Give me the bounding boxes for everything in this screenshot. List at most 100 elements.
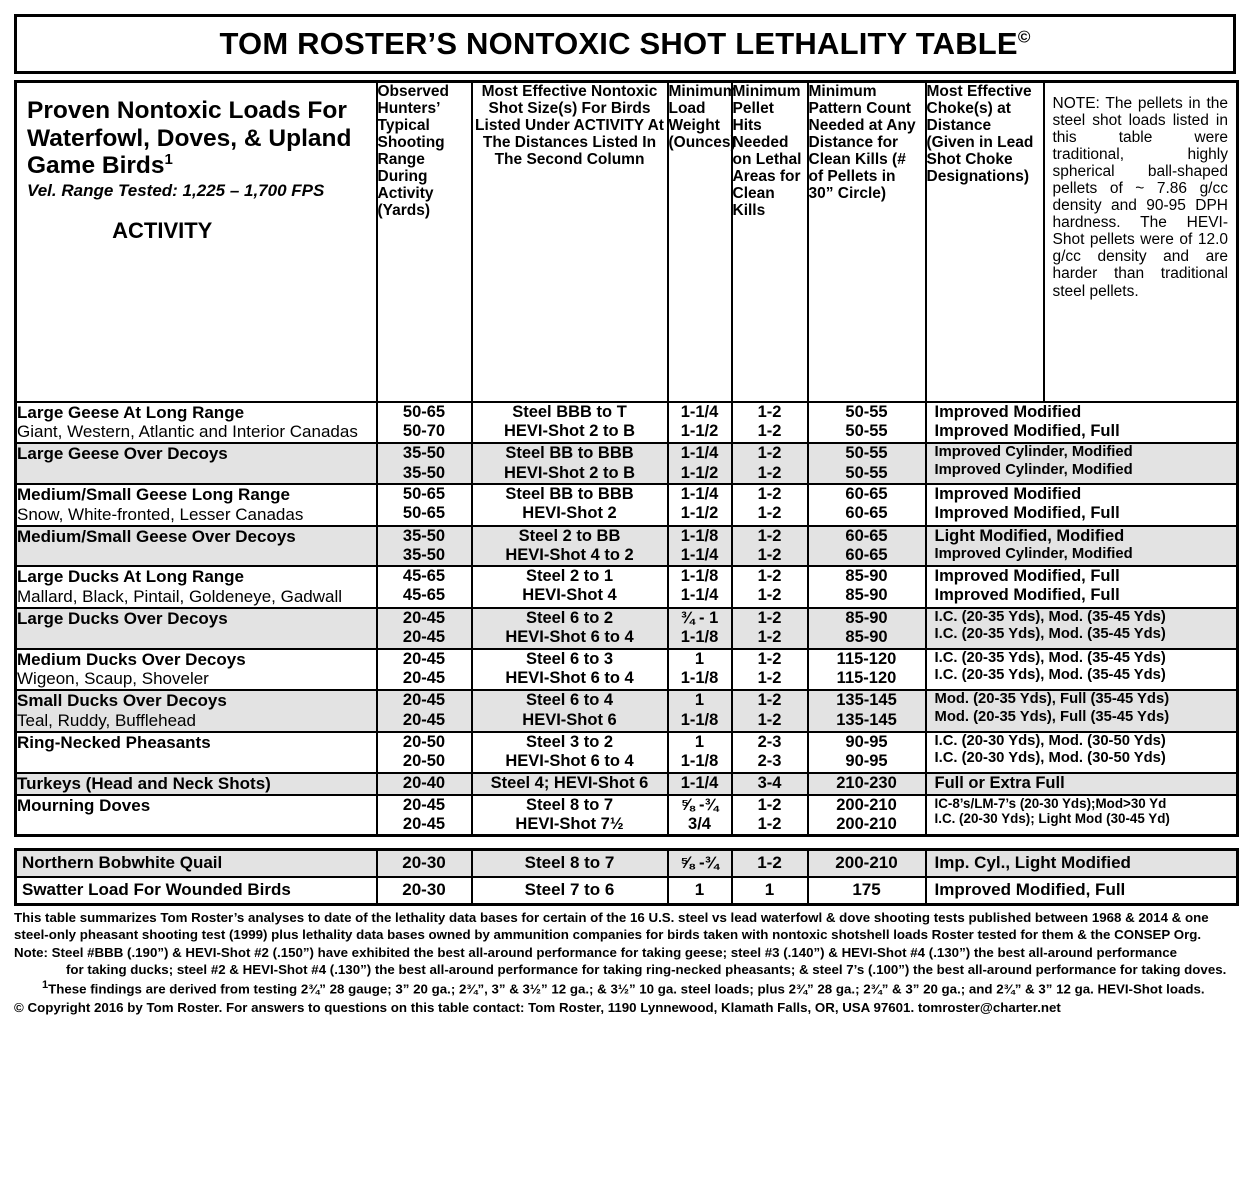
cell-line: 60-65 (845, 545, 888, 564)
row-activity-name: Turkeys (Head and Neck Shots) (17, 773, 271, 793)
table-row: Medium/Small Geese Over Decoys 35-50 35-50… (14, 525, 1239, 567)
header-velocity-range: Vel. Range Tested: 1,225 – 1,700 FPS (27, 181, 325, 201)
row-pattern-count-cell: 210-230 (806, 772, 927, 795)
row-range-cell: 50-65 50-70 (375, 401, 473, 444)
cell-line: 45-65 (402, 586, 446, 605)
cell-line: Steel 2 to 1 (525, 567, 614, 586)
cell-line: 50-65 (402, 504, 446, 523)
row-load-weight-cell: 1-1/4 1-1/2 (666, 401, 733, 444)
cell-line: 135-145 (836, 710, 897, 729)
cell-line: 35-50 (402, 545, 446, 564)
page-title-text: TOM ROSTER’S NONTOXIC SHOT LETHALITY TAB… (219, 26, 1018, 61)
cell-line: 1-1/2 (680, 463, 719, 482)
row-activity-subtext: Giant, Western, Atlantic and Interior Ca… (17, 422, 358, 442)
table-row: Turkeys (Head and Neck Shots) 20-40 Steel … (14, 772, 1239, 795)
cell-line: 1-1/8 (680, 710, 719, 729)
cell-line: Steel 3 to 2 (525, 733, 614, 752)
bottom-supplement-table: Northern Bobwhite Quail 20-30 Steel 8 to 7… (14, 848, 1239, 907)
footnote-text: These findings are derived from testing … (48, 981, 1205, 997)
cell-line: 35-50 (402, 463, 446, 482)
cell-line: IC-8’s/LM-7’s (20-30 Yds);Mod>30 Yd (934, 795, 1167, 811)
row-choke-cell: IC-8’s/LM-7’s (20-30 Yds);Mod>30 Yd I.C. … (924, 794, 1239, 836)
cell-line: 1-2 (757, 795, 782, 814)
row-activity-cell: Large Ducks Over Decoys (14, 607, 378, 649)
cell-line: 50-65 (402, 484, 446, 503)
cell-line: 1 (694, 733, 705, 752)
row-choke-cell: Improved Modified Improved Modified, Full (924, 483, 1239, 526)
row-pellet-hits-cell: 1-2 1-2 (730, 648, 809, 691)
cell-line: Steel 6 to 4 (525, 691, 614, 710)
cell-line: 210-230 (836, 773, 897, 792)
cell-line: 1-1/8 (680, 752, 719, 771)
cell-line: 1-1/8 (680, 628, 719, 647)
row-pattern-count-cell: 60-65 60-65 (806, 525, 927, 567)
row-shot-size-cell: Steel 8 to 7 HEVI-Shot 7½ (470, 794, 669, 836)
table-row: Large Geese At Long Range Giant, Western,… (14, 401, 1239, 444)
cell-line: 20-45 (402, 628, 446, 647)
row-load-weight-cell: 1-1/4 1-1/2 (666, 443, 733, 484)
cell-line: 1-2 (757, 608, 782, 627)
footnote-marker: 1 (42, 979, 49, 992)
row-range-cell: 20-45 20-45 (375, 794, 473, 836)
row-activity-name: Ring-Necked Pheasants (17, 733, 211, 753)
cell-line: 20-45 (402, 668, 446, 687)
row-activity-name: Medium/Small Geese Over Decoys (17, 526, 296, 546)
row-choke-cell: I.C. (20-35 Yds), Mod. (35-45 Yds) I.C. (… (924, 648, 1239, 691)
footer-copyright: © Copyright 2016 by Tom Roster. For answ… (14, 999, 1061, 1015)
header-shot-size-cell: Most Effective Nontoxic Shot Size(s) For… (470, 81, 669, 402)
cell-line: 1 (694, 649, 705, 668)
bottom-row-pattern-count-cell: 175 (806, 876, 927, 905)
table-row: Mourning Doves 20-45 20-45 Steel 8 to 7 HEVI… (14, 794, 1239, 836)
row-range-cell: 20-45 20-45 (375, 690, 473, 733)
cell-line: Improved Modified, Full (934, 586, 1120, 605)
bottom-row-shot-size-cell: Steel 8 to 7 (470, 849, 669, 878)
cell-line: 115-120 (836, 649, 897, 668)
cell-line: Steel BB to BBB (505, 484, 634, 503)
cell-line: 3-4 (757, 773, 782, 792)
bottom-row-range-cell: 20-30 (375, 876, 473, 905)
cell-line: 1-1/2 (680, 504, 719, 523)
cell-line: 50-55 (845, 402, 888, 421)
table-row: Small Ducks Over Decoys Teal, Ruddy, Buff… (14, 690, 1239, 733)
table-row: Large Geese Over Decoys 35-50 35-50 Steel B… (14, 443, 1239, 484)
row-activity-cell: Large Geese At Long Range Giant, Western,… (14, 401, 378, 444)
footer-footnote-1: 1These findings are derived from testing… (14, 978, 1236, 998)
row-load-weight-cell: ¾ - 1 1-1/8 (666, 607, 733, 649)
row-load-weight-cell: 1-1/8 1-1/4 (666, 566, 733, 608)
cell-line: Improved Cylinder, Modified (934, 461, 1133, 478)
title-banner: TOM ROSTER’S NONTOXIC SHOT LETHALITY TAB… (14, 14, 1236, 74)
row-pellet-hits-cell: 1-2 1-2 (730, 566, 809, 608)
row-activity-cell: Ring-Necked Pheasants (14, 732, 378, 773)
table-row: Medium/Small Geese Long Range Snow, White… (14, 483, 1239, 526)
cell-line: Mod. (20-35 Yds), Full (35-45 Yds) (934, 691, 1170, 708)
cell-line: 200-210 (836, 795, 897, 814)
bottom-table-row: Northern Bobwhite Quail 20-30 Steel 8 to 7… (14, 849, 1239, 878)
cell-line: 1-1/4 (680, 545, 719, 564)
header-pellet-hits-cell: Minimum Pellet Hits Needed on Lethal Are… (730, 81, 809, 402)
header-activity-title: Proven Nontoxic Loads For Waterfowl, Dov… (27, 97, 368, 180)
cell-line: ⅝ -¾ (680, 795, 719, 814)
row-load-weight-cell: 1-1/4 1-1/2 (666, 483, 733, 526)
cell-line: 20-40 (402, 773, 446, 792)
header-activity-cell: Proven Nontoxic Loads For Waterfowl, Dov… (14, 81, 378, 402)
bottom-row-activity-cell: Swatter Load For Wounded Birds (14, 876, 378, 905)
row-pellet-hits-cell: 1-2 1-2 (730, 607, 809, 649)
row-pattern-count-cell: 85-90 85-90 (806, 566, 927, 608)
cell-line: 60-65 (845, 484, 888, 503)
row-range-cell: 45-65 45-65 (375, 566, 473, 608)
row-activity-cell: Medium/Small Geese Over Decoys (14, 525, 378, 567)
row-activity-cell: Small Ducks Over Decoys Teal, Ruddy, Buff… (14, 690, 378, 733)
cell-line: 1 (694, 691, 705, 710)
cell-line: 1-2 (757, 444, 782, 463)
footer-line-1: This table summarizes Tom Roster’s analy… (14, 910, 1209, 926)
row-load-weight-cell: 1-1/4 (666, 772, 733, 795)
bottom-row-pattern-count-cell: 200-210 (806, 849, 927, 878)
footer-line-3: Note: Steel #BBB (.190”) & HEVI-Shot #2 … (14, 944, 1178, 960)
table-header-row: Proven Nontoxic Loads For Waterfowl, Dov… (14, 81, 1239, 402)
cell-line: 60-65 (845, 504, 888, 523)
row-pattern-count-cell: 115-120 115-120 (806, 648, 927, 691)
row-load-weight-cell: 1 1-1/8 (666, 648, 733, 691)
row-range-cell: 20-40 (375, 772, 473, 795)
bottom-row-pellet-hits-cell: 1-2 (730, 849, 809, 878)
